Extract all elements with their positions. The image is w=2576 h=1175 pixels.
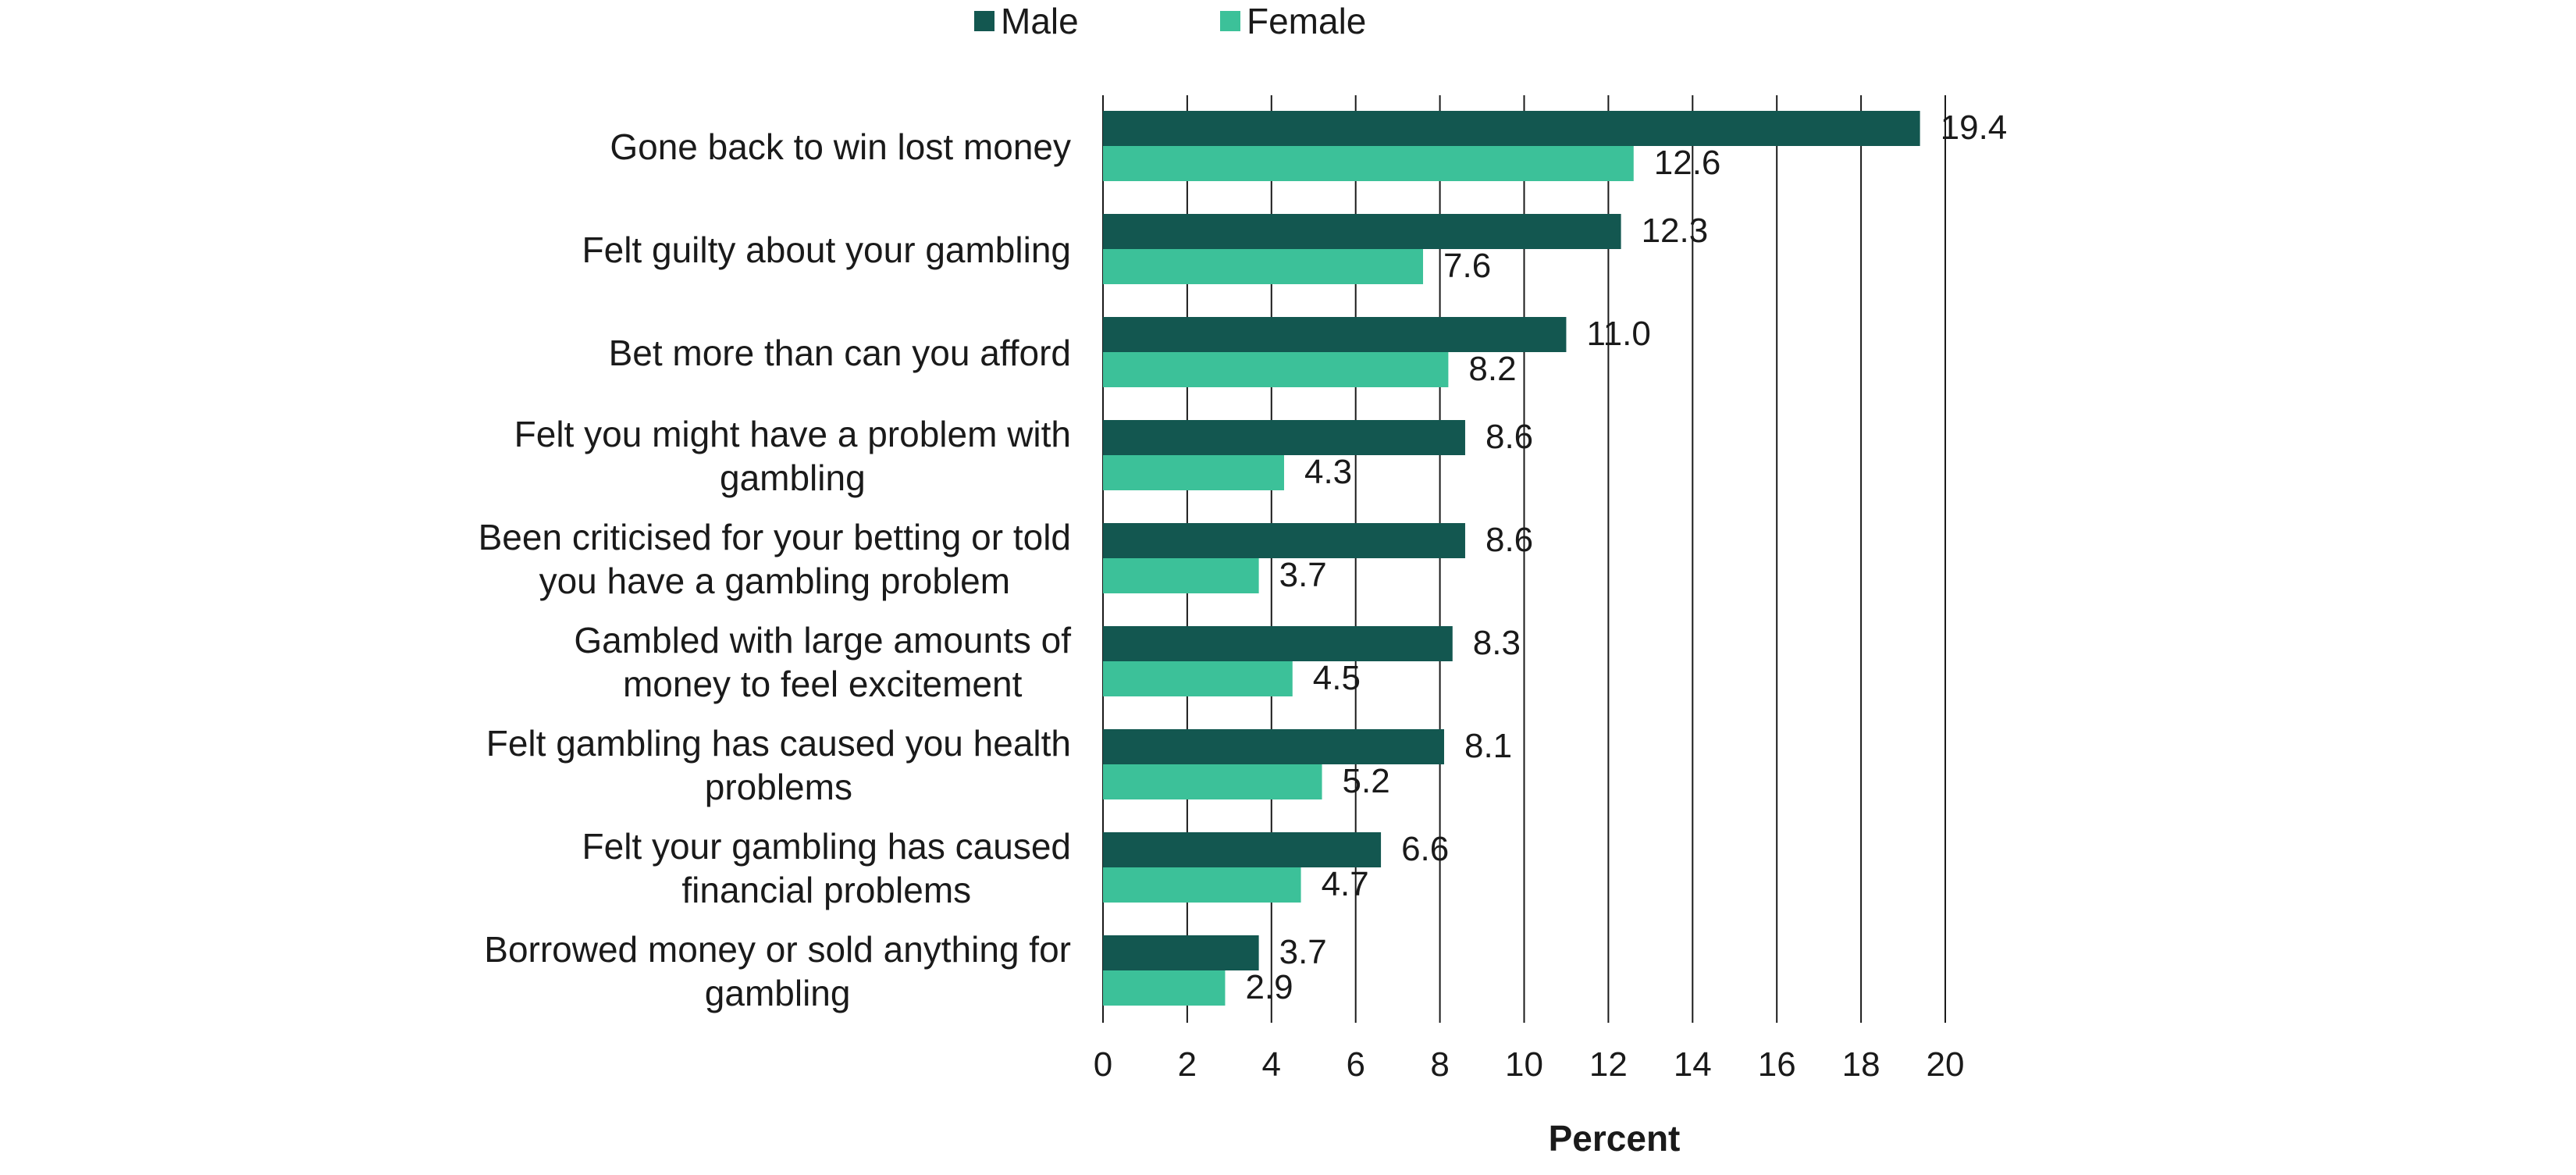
x-tick-label: 4 <box>1262 1045 1281 1084</box>
category-label: Felt gambling has caused you health <box>486 723 1071 764</box>
data-label-female: 8.2 <box>1468 350 1516 388</box>
category-label: Gambled with large amounts of <box>574 620 1071 660</box>
bar-male <box>1103 317 1567 352</box>
category-label: Felt you might have a problem with <box>514 414 1071 454</box>
x-tick-label: 8 <box>1430 1045 1449 1084</box>
data-label-female: 12.6 <box>1654 144 1721 182</box>
data-label-female: 3.7 <box>1279 556 1327 594</box>
bar-female <box>1103 764 1322 799</box>
data-label-female: 2.9 <box>1245 968 1293 1006</box>
legend-swatch-female <box>1220 11 1240 31</box>
x-tick-label: 6 <box>1346 1045 1364 1084</box>
data-label-male: 8.6 <box>1485 521 1533 559</box>
category-label: gambling <box>705 973 851 1013</box>
category-label: financial problems <box>681 870 971 910</box>
bar-male <box>1103 729 1444 764</box>
bars <box>1103 111 1920 1006</box>
category-label: Borrowed money or sold anything for <box>484 929 1071 970</box>
legend-label-female: Female <box>1247 1 1366 41</box>
category-label: Felt your gambling has caused <box>582 826 1071 867</box>
category-label: problems <box>705 767 852 807</box>
category-labels: Gone back to win lost money Felt guilty a… <box>479 126 1072 1013</box>
data-labels: 19.4 12.6 12.3 7.6 11.0 8.2 8.6 4.3 8.6 3.7 8.3 4.5… <box>1245 109 2007 1006</box>
x-tick-label: 12 <box>1589 1045 1628 1084</box>
category-label: Felt guilty about your gambling <box>582 230 1071 270</box>
legend-swatch-male <box>974 11 994 31</box>
data-label-male: 12.3 <box>1642 212 1709 250</box>
data-label-female: 5.2 <box>1343 762 1390 800</box>
data-label-female: 7.6 <box>1443 247 1491 285</box>
x-axis-title: Percent <box>1549 1118 1681 1159</box>
legend: Male Female <box>974 1 1366 41</box>
bar-female <box>1103 558 1259 593</box>
bar-male <box>1103 935 1259 970</box>
data-label-male: 8.1 <box>1464 727 1512 765</box>
x-tick-label: 10 <box>1505 1045 1543 1084</box>
data-label-male: 11.0 <box>1586 315 1650 353</box>
x-tick-label: 14 <box>1674 1045 1712 1084</box>
data-label-male: 6.6 <box>1401 830 1449 868</box>
bar-female <box>1103 455 1284 490</box>
data-label-female: 4.3 <box>1304 453 1352 491</box>
x-axis-ticks: 0 2 4 6 8 10 12 14 16 18 20 <box>1094 1045 1965 1084</box>
data-label-female: 4.5 <box>1313 659 1361 697</box>
data-label-male: 3.7 <box>1279 933 1327 971</box>
category-label: Bet more than can you afford <box>609 333 1071 373</box>
legend-label-male: Male <box>1001 1 1079 41</box>
bar-female <box>1103 970 1226 1006</box>
x-tick-label: 20 <box>1927 1045 1965 1084</box>
data-label-female: 4.7 <box>1322 865 1369 903</box>
category-label: money to feel excitement <box>623 664 1023 704</box>
x-tick-label: 18 <box>1842 1045 1880 1084</box>
category-label: Been criticised for your betting or told <box>479 517 1071 557</box>
x-tick-label: 0 <box>1094 1045 1112 1084</box>
data-label-male: 8.6 <box>1485 418 1533 456</box>
x-tick-label: 2 <box>1178 1045 1197 1084</box>
bar-female <box>1103 352 1449 387</box>
data-label-male: 8.3 <box>1473 624 1521 662</box>
bar-male <box>1103 214 1621 249</box>
bar-male <box>1103 111 1920 146</box>
bar-male <box>1103 832 1382 867</box>
category-label: Gone back to win lost money <box>610 126 1071 167</box>
category-label: gambling <box>720 458 866 498</box>
bar-male <box>1103 523 1465 558</box>
bar-male <box>1103 626 1453 661</box>
bar-female <box>1103 661 1293 696</box>
x-tick-label: 16 <box>1758 1045 1796 1084</box>
category-label: you have a gambling problem <box>539 561 1010 601</box>
bar-female <box>1103 146 1634 181</box>
data-label-male: 19.4 <box>1941 109 2008 147</box>
bar-male <box>1103 420 1465 455</box>
bar-female <box>1103 249 1424 284</box>
bar-female <box>1103 867 1301 903</box>
